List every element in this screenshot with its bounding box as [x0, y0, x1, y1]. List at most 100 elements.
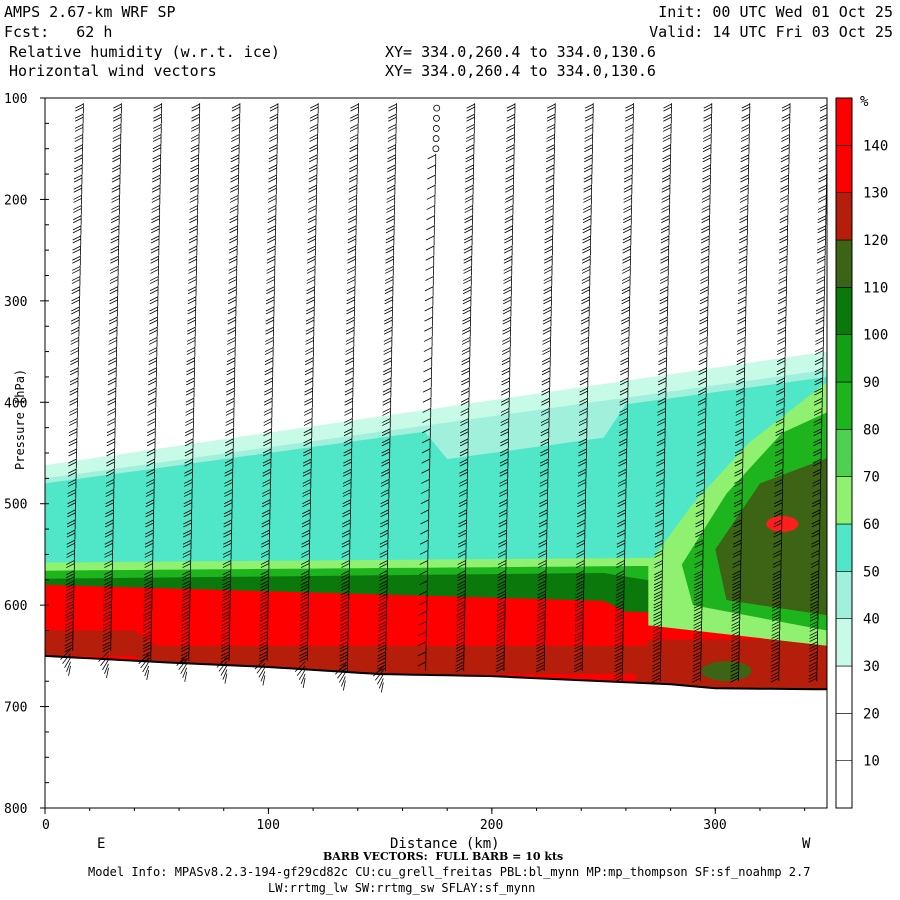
- barb-feather: [694, 553, 704, 558]
- barb-feather: [808, 677, 817, 683]
- barb-feather: [776, 400, 785, 406]
- barb-feather: [109, 309, 118, 315]
- barb-feather: [703, 127, 712, 132]
- barb-feather: [813, 411, 823, 416]
- barb-feather: [348, 215, 357, 221]
- barb-feather: [778, 258, 788, 264]
- barb-feather: [545, 208, 554, 213]
- barb-feather: [300, 580, 309, 586]
- barb-feather: [143, 627, 152, 632]
- barb-feather: [183, 489, 193, 494]
- barb-feather: [582, 228, 591, 234]
- barb-feather: [699, 309, 708, 315]
- barb-feather: [497, 573, 506, 579]
- barb-feather: [541, 377, 550, 383]
- barb-feather: [465, 174, 474, 180]
- barb-feather: [231, 113, 240, 119]
- barb-feather: [226, 370, 235, 376]
- barb-feather: [543, 289, 552, 295]
- barb-feather: [812, 499, 821, 505]
- barb-feather: [305, 357, 314, 363]
- barb-feather: [73, 195, 82, 200]
- barb-feather: [541, 411, 550, 416]
- barb-feather: [183, 492, 193, 497]
- barb-feather: [619, 390, 629, 396]
- barb-feather: [497, 553, 507, 558]
- barb-feather: [496, 631, 505, 636]
- barb-feather: [261, 532, 270, 538]
- barb-feather: [542, 316, 552, 322]
- barb-feather: [227, 326, 236, 332]
- forecast-hour: Fcst: 62 h: [4, 23, 113, 41]
- barb-feather: [183, 509, 192, 515]
- barb-foot: [100, 655, 109, 666]
- barb-feather: [495, 654, 505, 660]
- barb-feather: [615, 590, 625, 596]
- barb-feather: [659, 306, 668, 312]
- barb-feather: [660, 255, 669, 261]
- barb-feather: [379, 539, 389, 545]
- barb-feather: [584, 144, 593, 150]
- barb-feather: [699, 286, 709, 292]
- barb-column: [254, 103, 279, 686]
- barb-feather: [267, 225, 276, 231]
- barb-feather: [182, 583, 191, 589]
- barb-feather: [625, 116, 634, 122]
- barb-feather: [698, 340, 708, 345]
- barb-feather: [191, 127, 200, 132]
- barb-feather: [146, 482, 155, 487]
- barb-feather: [104, 539, 113, 545]
- barb-feather: [105, 471, 115, 477]
- barb-feather: [66, 522, 76, 528]
- barb-feather: [777, 309, 787, 315]
- barb-feather: [657, 397, 666, 403]
- barb-feather: [186, 350, 196, 355]
- barb-feather: [460, 418, 469, 423]
- barb-feather: [536, 621, 546, 626]
- barb-feather: [269, 137, 278, 142]
- barb-foot: [178, 659, 188, 670]
- barb-feather: [150, 245, 160, 251]
- barb-foot: [98, 651, 109, 662]
- barb-feather: [660, 258, 669, 264]
- barb-feather: [268, 157, 278, 163]
- barb-feather: [624, 137, 634, 142]
- barb-feather: [696, 479, 705, 484]
- barb-feather: [180, 647, 190, 653]
- barb-feather: [536, 651, 545, 657]
- barb-feather: [699, 299, 709, 305]
- y-tick-label: 300: [4, 295, 27, 310]
- barb-feather: [266, 276, 275, 281]
- barb-feather: [383, 367, 392, 373]
- barb-feather: [542, 340, 551, 345]
- barb-feather: [264, 367, 273, 373]
- barb-feather: [149, 289, 159, 295]
- barb-feather: [698, 367, 707, 373]
- barb-feather: [577, 492, 586, 497]
- barb-feather: [378, 624, 387, 629]
- barb-feather: [229, 198, 239, 203]
- barb-feather: [147, 387, 157, 393]
- barb-feather: [261, 522, 270, 528]
- barb-feather: [348, 174, 358, 180]
- barb-feather: [190, 164, 199, 170]
- barb-feather: [617, 509, 626, 515]
- barb-feather: [581, 266, 591, 271]
- barb-foot: [218, 661, 228, 672]
- barb-feather: [190, 177, 199, 183]
- barb-feather: [702, 154, 711, 160]
- barb-feather: [619, 397, 628, 403]
- barb-feather: [226, 350, 236, 355]
- barb-feather: [109, 269, 119, 274]
- barb-feather: [545, 187, 554, 193]
- barb-feather: [108, 319, 118, 325]
- barb-feather: [187, 299, 197, 305]
- barb-feather: [455, 644, 465, 650]
- barb-feather: [142, 651, 152, 657]
- barb-feather: [384, 276, 394, 281]
- barb-feather: [263, 428, 272, 434]
- barb-feather: [654, 542, 664, 548]
- barb-feather: [775, 411, 785, 416]
- barb-feather: [299, 624, 309, 629]
- barb-feather: [614, 664, 623, 670]
